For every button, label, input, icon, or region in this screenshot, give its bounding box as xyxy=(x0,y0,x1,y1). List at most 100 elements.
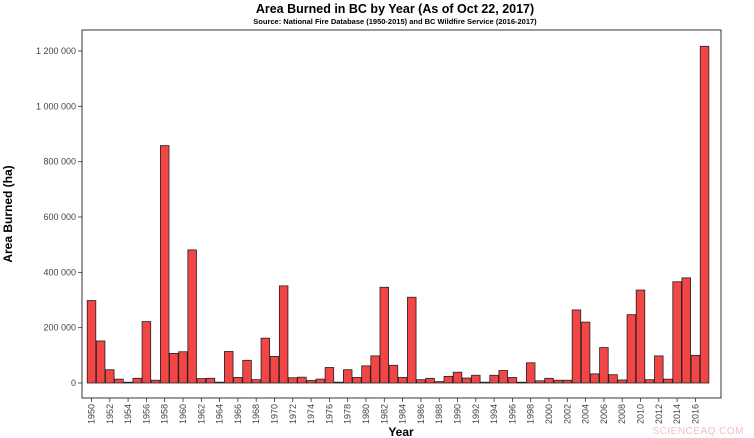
x-tick-label: 2000 xyxy=(544,404,554,424)
bar-1989 xyxy=(443,375,454,384)
x-tick-label: 1976 xyxy=(324,404,334,424)
bar-1962 xyxy=(196,378,207,384)
x-tick-label: 1952 xyxy=(105,404,115,424)
bar-1969 xyxy=(260,337,271,384)
bar-1991 xyxy=(461,377,472,384)
bar-1973 xyxy=(297,376,307,384)
bar-1985 xyxy=(407,296,417,384)
bar-1964 xyxy=(214,381,225,384)
x-tick-label: 1990 xyxy=(453,404,463,424)
x-tick-label: 1992 xyxy=(471,404,481,424)
x-tick-label: 1960 xyxy=(178,404,188,424)
x-tick-label: 1996 xyxy=(507,404,517,424)
bar-2015 xyxy=(681,277,691,384)
x-tick-label: 1998 xyxy=(526,404,536,424)
bar-1952 xyxy=(105,369,115,384)
bar-1981 xyxy=(370,355,380,384)
x-tick-label: 1968 xyxy=(251,404,261,424)
x-tick-label: 2008 xyxy=(617,404,627,424)
bar-2013 xyxy=(663,378,673,384)
bar-1987 xyxy=(425,377,435,384)
bar-1963 xyxy=(205,377,216,384)
bar-1997 xyxy=(516,381,527,384)
y-axis-ticks: 0 200 000 400 000 600 000 800 000 1 000 000 1 … xyxy=(36,46,82,388)
bar-2006 xyxy=(599,347,609,384)
chart-title: Area Burned in BC by Year (As of Oct 22,… xyxy=(256,2,534,16)
bar-1960 xyxy=(178,351,188,384)
x-tick-label: 1972 xyxy=(288,404,298,424)
bar-1972 xyxy=(288,377,298,384)
bar-2010 xyxy=(635,289,646,384)
bar-2001 xyxy=(553,379,563,384)
x-tick-label: 1962 xyxy=(196,404,206,424)
bar-1992 xyxy=(471,374,481,384)
bar-1986 xyxy=(416,379,426,384)
bar-2009 xyxy=(626,314,637,384)
x-tick-label: 1980 xyxy=(361,404,371,424)
bar-1975 xyxy=(315,378,325,384)
y-axis-title: Area Burned (ha) xyxy=(1,165,15,262)
chart-subtitle: Source: National Fire Database (1950-201… xyxy=(253,17,537,26)
bar-2011 xyxy=(644,379,655,384)
x-tick-label: 2016 xyxy=(690,404,700,424)
bar-1968 xyxy=(251,379,261,384)
bar-2008 xyxy=(617,379,627,384)
x-tick-label: 1956 xyxy=(141,404,151,424)
x-tick-label: 1984 xyxy=(398,404,408,424)
bar-1974 xyxy=(306,380,316,384)
x-tick-label: 1974 xyxy=(306,404,316,424)
bar-1990 xyxy=(452,371,463,384)
bar-1980 xyxy=(361,365,371,384)
bar-2007 xyxy=(608,374,618,384)
bar-1978 xyxy=(342,369,353,384)
x-tick-label: 1966 xyxy=(233,404,243,424)
bar-1977 xyxy=(333,381,344,384)
bar-2004 xyxy=(580,321,591,384)
bar-1971 xyxy=(278,285,289,384)
bar-1965 xyxy=(224,351,234,384)
bar-1955 xyxy=(132,377,142,384)
bar-2012 xyxy=(654,355,664,384)
bar-1982 xyxy=(379,286,390,384)
x-tick-label: 1982 xyxy=(379,404,389,424)
bar-1967 xyxy=(242,359,252,384)
bar-1996 xyxy=(507,377,518,384)
bar-1950 xyxy=(86,300,97,384)
bar-1988 xyxy=(434,381,444,384)
x-tick-label: 2004 xyxy=(581,404,591,424)
bar-1979 xyxy=(352,377,362,384)
y-tick-label: 200 000 xyxy=(43,323,76,333)
x-tick-label: 1978 xyxy=(343,404,353,424)
y-tick-label: 1 000 000 xyxy=(36,101,76,111)
bar-2002 xyxy=(562,379,573,384)
plot-panel-border xyxy=(81,29,722,399)
bar-2000 xyxy=(544,377,554,384)
bar-1953 xyxy=(114,378,124,384)
bar-1983 xyxy=(388,364,399,384)
bar-series xyxy=(86,45,710,384)
y-tick-label: 1 200 000 xyxy=(36,46,76,56)
x-tick-label: 1988 xyxy=(434,404,444,424)
bar-1993 xyxy=(480,381,490,384)
x-tick-label: 1950 xyxy=(87,404,97,424)
bar-1970 xyxy=(269,356,280,384)
bar-2003 xyxy=(571,309,582,384)
bar-1984 xyxy=(397,377,408,384)
x-axis-ticks: 1950 1952 1954 1956 1958 1960 1962 1964 1966 1968… xyxy=(87,398,700,424)
bar-1958 xyxy=(159,145,170,384)
watermark-text: SCIENCEAQ.COM xyxy=(652,426,744,437)
x-tick-label: 2002 xyxy=(562,404,572,424)
bar-2014 xyxy=(672,281,682,384)
x-tick-label: 1986 xyxy=(416,404,426,424)
x-tick-label: 2012 xyxy=(654,404,664,424)
x-axis-title: Year xyxy=(388,425,414,438)
bar-1999 xyxy=(535,380,545,384)
bar-2017 xyxy=(699,45,710,384)
x-tick-label: 1954 xyxy=(123,404,133,424)
bar-2016 xyxy=(690,354,701,384)
bar-1976 xyxy=(324,367,335,384)
bar-1961 xyxy=(187,249,197,384)
x-tick-label: 1994 xyxy=(489,404,499,424)
bar-1957 xyxy=(150,379,161,384)
